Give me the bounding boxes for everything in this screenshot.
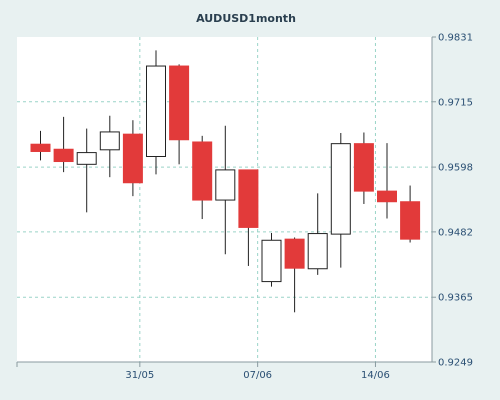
axis-ticks: 0.9831 0.9715 0.9598 0.9482 0.9365 0.9249 31/0… xyxy=(16,33,473,381)
candle-body-down xyxy=(169,65,190,141)
candle-body-down xyxy=(284,238,305,269)
y-tick-label: 0.9715 xyxy=(438,97,473,108)
candle-body-up xyxy=(261,239,282,283)
candle-body-up xyxy=(307,233,328,270)
x-tick-label: 07/06 xyxy=(243,370,272,381)
candle-body-up xyxy=(330,143,351,235)
y-tick-label: 0.9482 xyxy=(438,227,473,238)
candle-body-down xyxy=(122,133,143,184)
candle-body-up xyxy=(146,65,166,158)
y-tick-label: 0.9365 xyxy=(438,293,473,304)
y-tick-label: 0.9831 xyxy=(438,33,473,44)
candle-body-down xyxy=(377,190,397,203)
candle-body-down xyxy=(353,143,374,192)
candle-body-down xyxy=(400,201,421,240)
y-tick-label: 0.9249 xyxy=(438,358,473,369)
candle-body-down xyxy=(30,143,51,152)
candle-body-down xyxy=(53,148,74,163)
candle-body-up xyxy=(99,131,120,151)
y-tick-label: 0.9598 xyxy=(438,163,473,174)
candle-body-up xyxy=(76,152,97,165)
candle-body-down xyxy=(238,169,259,228)
x-tick-label: 14/06 xyxy=(361,370,390,381)
candles xyxy=(30,50,421,313)
candle-body-down xyxy=(192,141,213,201)
candle-body-up xyxy=(215,169,236,201)
chart-title: AUDUSD1month xyxy=(196,12,296,25)
x-tick-label: 31/05 xyxy=(125,370,154,381)
